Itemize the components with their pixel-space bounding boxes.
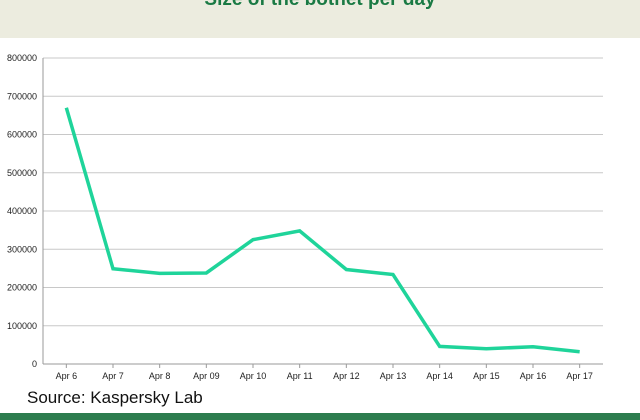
- x-tick-label: Apr 6: [56, 371, 78, 381]
- series-lines: [64, 107, 580, 354]
- y-tick-label: 400000: [7, 206, 37, 216]
- y-tick-label: 600000: [7, 130, 37, 140]
- title-band: Size of the botnet per day: [0, 0, 640, 38]
- y-tick-label: 100000: [7, 321, 37, 331]
- x-tick-label: Apr 11: [287, 371, 313, 381]
- y-tick-label: 0: [32, 359, 37, 369]
- x-tick-label: Apr 14: [426, 371, 453, 381]
- x-tick-label: Apr 10: [240, 371, 267, 381]
- x-tick-label: Apr 17: [566, 371, 593, 381]
- y-tick-label: 800000: [7, 53, 37, 63]
- footer-bar: [0, 413, 640, 420]
- y-tick-label: 500000: [7, 168, 37, 178]
- x-tick-label: Apr 15: [473, 371, 500, 381]
- x-tick-label: Apr 13: [380, 371, 407, 381]
- y-tick-labels: 0 100000 200000 300000 400000 500000 600000 700…: [7, 53, 37, 369]
- axes: [42, 58, 603, 368]
- y-tick-label: 200000: [7, 283, 37, 293]
- x-tick-label: Apr 8: [149, 371, 171, 381]
- y-tick-label: 300000: [7, 244, 37, 254]
- y-tick-label: 700000: [7, 91, 37, 101]
- chart-title: Size of the botnet per day: [0, 0, 640, 11]
- x-tick-label: Apr 16: [520, 371, 547, 381]
- source-caption: Source: Kaspersky Lab: [27, 388, 203, 407]
- gridlines: [43, 57, 603, 327]
- x-tick-label: Apr 09: [193, 371, 220, 381]
- x-tick-label: Apr 12: [333, 371, 360, 381]
- x-tick-label: Apr 7: [102, 371, 124, 381]
- x-tick-labels: Apr 6 Apr 7 Apr 8 Apr 09 Apr 10 Apr 11 Apr 12 A…: [56, 371, 593, 381]
- series-line: [64, 107, 580, 354]
